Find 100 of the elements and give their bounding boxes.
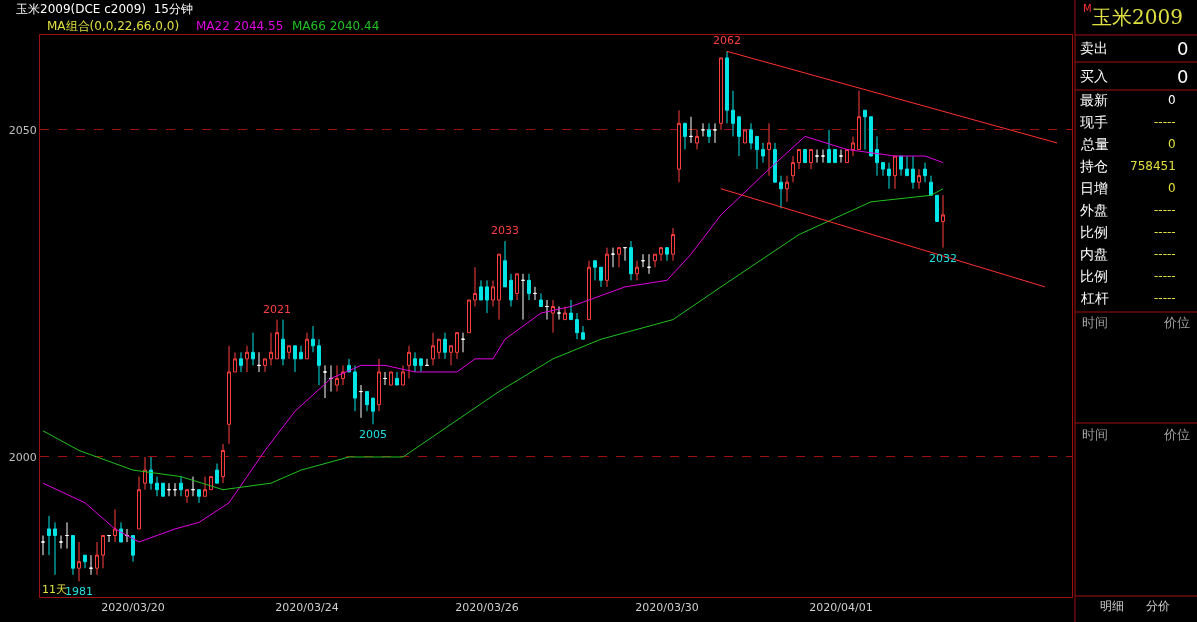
candlestick — [77, 541, 81, 582]
candlestick — [911, 155, 915, 190]
candlestick — [401, 364, 405, 386]
text: 价位 — [1163, 427, 1190, 442]
candlestick — [317, 338, 321, 386]
candlestick — [197, 489, 201, 504]
candlestick — [389, 371, 393, 386]
category-label: 日增 — [1080, 180, 1108, 196]
category-label: 现手 — [1080, 114, 1108, 130]
candlestick — [281, 319, 285, 366]
candlestick — [785, 175, 789, 203]
category-label: 比例 — [1080, 224, 1108, 240]
candlestick — [737, 116, 741, 157]
candlestick — [377, 358, 381, 412]
candlestick — [449, 345, 453, 366]
x-tick-label: 2020/03/26 — [455, 601, 519, 615]
candlestick — [413, 351, 417, 373]
candlestick — [899, 155, 903, 177]
candlestick — [539, 292, 543, 308]
text: MA22 2044.55 — [196, 19, 284, 33]
candlestick — [659, 247, 663, 262]
candlestick — [293, 345, 297, 373]
candlestick — [503, 240, 507, 288]
text: ----- — [1154, 115, 1176, 129]
candlestick — [149, 456, 153, 491]
candlestick — [101, 535, 105, 569]
category-label: 持仓 — [1080, 158, 1108, 174]
candlestick — [677, 109, 681, 183]
candlestick — [491, 279, 495, 308]
category-label: 最新 — [1080, 92, 1108, 108]
candlestick — [743, 129, 747, 144]
candlestick — [365, 391, 369, 412]
candlestick — [287, 345, 291, 360]
candlestick — [113, 508, 117, 543]
candlestick — [155, 476, 159, 497]
y-tick-label: 2050 — [8, 123, 37, 137]
candlestick — [719, 57, 723, 131]
annotation: 2033 — [491, 224, 519, 237]
candlestick — [263, 358, 267, 373]
candlestick — [551, 299, 555, 334]
candlestick — [767, 122, 771, 177]
candlestick — [707, 122, 711, 144]
candlestick — [599, 266, 603, 288]
annotation: 2005 — [359, 428, 387, 441]
candlestick — [137, 476, 141, 530]
category-label: 杠杆 — [1080, 290, 1109, 306]
candlestick — [731, 90, 735, 137]
candlestick — [221, 443, 225, 484]
candlestick — [605, 247, 609, 288]
candlestick — [299, 345, 303, 360]
text: ----- — [1154, 291, 1176, 305]
candlestick — [275, 319, 279, 360]
category-label: 外盘 — [1080, 202, 1108, 218]
candlestick — [809, 148, 813, 170]
text: 0 — [1168, 93, 1176, 107]
y-tick-label: 2000 — [8, 450, 37, 464]
text: 0 — [1168, 137, 1176, 151]
candlestick — [47, 515, 51, 556]
candlestick — [833, 148, 837, 164]
text: ----- — [1154, 247, 1176, 261]
candlestick — [671, 227, 675, 262]
candlestick — [443, 332, 447, 360]
candlestick — [497, 253, 501, 321]
candlestick — [875, 135, 879, 177]
candlestick — [917, 168, 921, 190]
candlestick — [893, 155, 897, 190]
candlestick — [617, 247, 621, 268]
candlestick — [455, 332, 459, 360]
x-tick-label: 2020/03/20 — [101, 601, 165, 615]
candlestick — [515, 273, 519, 301]
candlestick — [575, 312, 579, 340]
candlestick — [311, 325, 315, 353]
candlestick — [251, 332, 255, 366]
candlestick — [563, 306, 567, 321]
candlestick — [665, 247, 669, 262]
candlestick — [179, 476, 183, 497]
candlestick — [857, 90, 861, 150]
annotation: 11天 — [42, 583, 67, 596]
candlestick — [269, 332, 273, 366]
text: M — [1083, 3, 1092, 14]
text: 明细 — [1100, 599, 1124, 613]
candlestick — [923, 162, 927, 183]
candlestick — [581, 325, 585, 340]
text: ----- — [1154, 203, 1176, 217]
candlestick — [761, 142, 765, 164]
candlestick — [227, 345, 231, 445]
candlestick — [827, 129, 831, 164]
category-label: 总量 — [1080, 136, 1109, 152]
candlestick — [863, 109, 867, 150]
candlestick — [941, 194, 945, 249]
x-tick-label: 2020/03/30 — [635, 601, 699, 615]
annotation: 1981 — [65, 585, 93, 598]
candlestick — [869, 116, 873, 157]
candlestick — [161, 482, 165, 497]
text: 758451 — [1130, 159, 1176, 173]
candlestick — [335, 364, 339, 393]
candlestick — [803, 148, 807, 164]
annotation: 2062 — [713, 34, 741, 47]
x-tick-label: 2020/03/24 — [275, 601, 339, 615]
candlestick — [725, 50, 729, 124]
